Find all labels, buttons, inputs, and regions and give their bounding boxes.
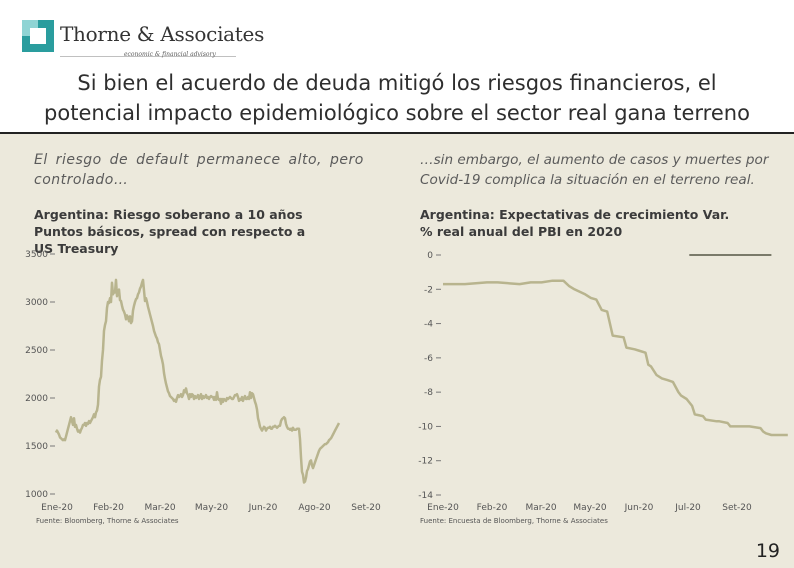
y-tick-label: -10 [418,422,433,432]
page-title-line-1: Si bien el acuerdo de deuda mitigó los r… [77,71,717,95]
logo-divider [60,56,236,57]
company-tagline: economic & financial advisory [124,51,216,58]
y-tick-label: -8 [424,388,433,398]
left-subtitle: El riesgo de default permanece alto, per… [34,152,364,188]
y-tick-label: 1000 [25,490,48,500]
left-chart-title: Argentina: Riesgo soberano a 10 años Pun… [34,207,306,256]
y-tick-label: 3000 [25,298,48,308]
x-tick-label: Ene-20 [41,503,73,513]
left-source: Fuente: Bloomberg, Thorne & Associates [36,517,179,525]
x-tick-label: Mar-20 [525,503,556,513]
page-title: Si bien el acuerdo de deuda mitigó los r… [0,68,794,128]
x-tick-label: Ago-20 [298,503,331,513]
x-tick-label: May-20 [195,503,228,513]
x-tick-label: Feb-20 [93,503,124,513]
y-tick-label: 1500 [25,442,48,452]
right-subtitle: …sin embargo, el aumento de casos y muer… [420,152,769,188]
y-tick-label: 0 [427,251,433,261]
y-tick-label: -6 [424,354,433,364]
x-tick-label: Feb-20 [477,503,508,513]
x-tick-label: Jul-20 [674,503,701,513]
y-tick-label: 2500 [25,346,48,356]
series-line [54,278,341,484]
x-tick-label: May-20 [573,503,606,513]
x-tick-label: Set-20 [722,503,752,513]
x-tick-label: Jun-20 [624,503,654,513]
y-tick-label: 2000 [25,394,48,404]
y-tick-label: -4 [424,320,433,330]
company-name: Thorne & Associates [60,22,265,46]
x-tick-label: Ene-20 [427,503,459,513]
risk-spread-chart: 1000 1500 2000 2500 3000 3500 Ene-20 Feb-20 Mar-… [25,250,381,513]
series-line [443,279,788,437]
header: Thorne & Associates economic & financial… [0,0,794,134]
gdp-expectations-chart: 0 -2 -4 -6 -8 -10 -12 -14 Ene-20 Feb-20 Mar-20 May-… [418,251,788,513]
x-tick-label: Set-20 [351,503,381,513]
y-tick-label: -14 [418,491,433,501]
x-tick-label: Jun-20 [248,503,278,513]
y-tick-label: 3500 [25,250,48,260]
y-tick-label: -12 [418,457,433,467]
right-chart-title: Argentina: Expectativas de crecimiento V… [420,207,730,239]
right-source: Fuente: Encuesta de Bloomberg, Thorne & … [420,517,608,525]
x-tick-label: Mar-20 [144,503,175,513]
page-number: 19 [755,540,780,562]
y-tick-label: -2 [424,285,433,295]
page-title-line-2: potencial impacto epidemiológico sobre e… [44,101,750,125]
logo-icon [22,20,54,52]
